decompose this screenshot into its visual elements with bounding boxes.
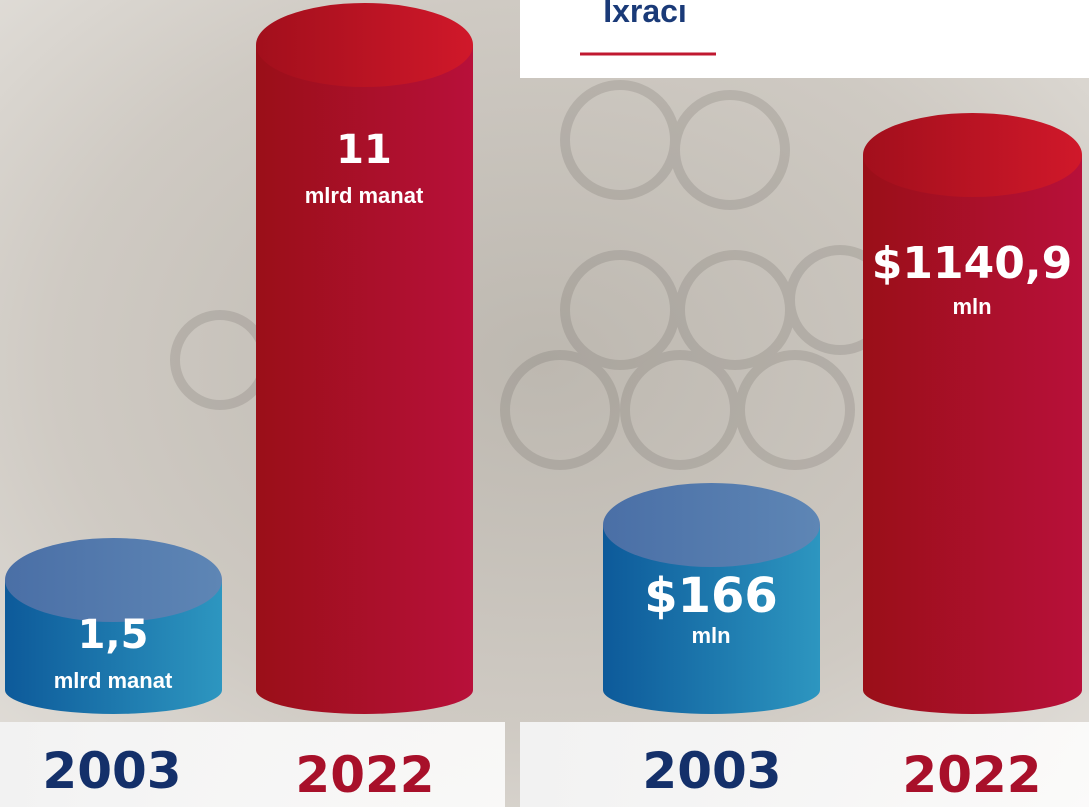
cylinder xyxy=(603,666,820,714)
cylinder-top xyxy=(863,113,1082,197)
year: 2022 xyxy=(295,746,434,804)
year: 2022 xyxy=(902,746,1041,804)
year: 2003 xyxy=(42,742,181,800)
cylinder xyxy=(863,155,1082,690)
cylinder xyxy=(863,666,1082,714)
cylinder-top xyxy=(603,483,820,567)
unit: mlrd manat xyxy=(54,668,173,693)
value: $166 xyxy=(644,568,778,624)
value: $1140,9 xyxy=(872,238,1072,289)
year: 2003 xyxy=(642,742,781,800)
infographic: Ixracı 1,5 mlrd manat 11 mlrd manat $166… xyxy=(0,0,1089,807)
unit: mlrd manat xyxy=(305,183,424,208)
unit: mln xyxy=(691,623,730,648)
value: 1,5 xyxy=(78,612,149,658)
cylinder-top xyxy=(256,3,473,87)
value: 11 xyxy=(336,127,392,173)
title: Ixracı xyxy=(603,0,687,29)
cylinder-top xyxy=(5,538,222,622)
cylinder xyxy=(256,666,473,714)
unit: mln xyxy=(952,294,991,319)
